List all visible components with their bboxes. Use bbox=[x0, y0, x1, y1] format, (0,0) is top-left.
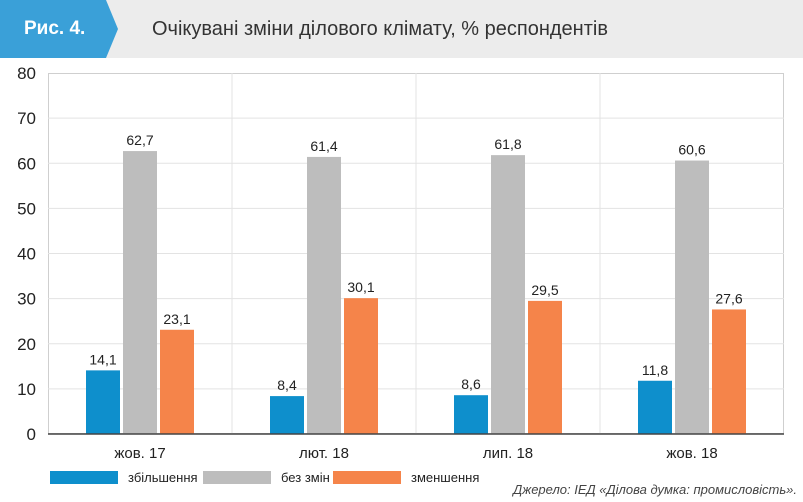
legend-label-no-change: без змін bbox=[281, 470, 330, 485]
y-tick-label: 60 bbox=[17, 154, 36, 173]
bar-decrease bbox=[528, 300, 562, 434]
x-tick-label: лют. 18 bbox=[299, 445, 349, 462]
bar-decrease bbox=[712, 309, 746, 434]
data-label-no-change: 61,4 bbox=[310, 138, 337, 154]
legend-swatch-no-change bbox=[203, 471, 271, 484]
legend-item-decrease: зменшення bbox=[333, 470, 479, 485]
y-tick-label: 70 bbox=[17, 109, 36, 128]
source-note: Джерело: ІЕД «Ділова думка: промисловіст… bbox=[513, 482, 797, 497]
bar-no-change bbox=[307, 156, 341, 434]
figure-header: Рис. 4. Очікувані зміни ділового клімату… bbox=[0, 0, 803, 58]
y-tick-label: 20 bbox=[17, 335, 36, 354]
y-tick-label: 50 bbox=[17, 199, 36, 218]
data-label-increase: 8,4 bbox=[277, 377, 297, 393]
bar-increase bbox=[454, 395, 488, 434]
bar-no-change bbox=[491, 155, 525, 434]
y-tick-label: 10 bbox=[17, 380, 36, 399]
bar-increase bbox=[638, 380, 672, 434]
x-tick-label: жов. 18 bbox=[666, 445, 717, 462]
legend-swatch-decrease bbox=[333, 471, 401, 484]
y-tick-label: 0 bbox=[27, 425, 36, 444]
y-tick-label: 40 bbox=[17, 245, 36, 264]
legend-label-decrease: зменшення bbox=[411, 470, 480, 485]
data-label-decrease: 30,1 bbox=[347, 279, 374, 295]
data-label-increase: 14,1 bbox=[89, 351, 116, 367]
x-tick-label: лип. 18 bbox=[483, 445, 533, 462]
data-label-increase: 8,6 bbox=[461, 376, 481, 392]
y-tick-label: 30 bbox=[17, 290, 36, 309]
bar-increase bbox=[270, 396, 304, 434]
data-label-no-change: 60,6 bbox=[678, 142, 705, 158]
data-label-decrease: 29,5 bbox=[531, 282, 558, 298]
bar-decrease bbox=[344, 298, 378, 434]
data-label-decrease: 27,6 bbox=[715, 290, 742, 306]
data-label-no-change: 62,7 bbox=[126, 132, 153, 148]
y-tick-label: 80 bbox=[17, 64, 36, 83]
chart-title: Очікувані зміни ділового клімату, % респ… bbox=[152, 17, 608, 40]
legend-label-increase: збільшення bbox=[128, 470, 198, 485]
bar-increase bbox=[86, 370, 120, 434]
data-label-increase: 11,8 bbox=[642, 362, 668, 378]
bar-no-change bbox=[123, 151, 157, 434]
data-label-no-change: 61,8 bbox=[494, 136, 521, 152]
data-label-decrease: 23,1 bbox=[163, 311, 190, 327]
bar-chart: 0 10 20 30 40 50 60 70 80 14,1 62,7 23,1 жов. 17 8,4 6… bbox=[17, 64, 784, 462]
legend-item-increase: збільшення bbox=[50, 470, 198, 485]
x-tick-label: жов. 17 bbox=[114, 445, 165, 462]
figure-number-badge: Рис. 4. bbox=[0, 0, 118, 58]
legend-item-no-change: без змін bbox=[203, 470, 330, 485]
legend-swatch-increase bbox=[50, 471, 118, 484]
bar-no-change bbox=[675, 160, 709, 435]
bar-decrease bbox=[160, 329, 194, 434]
